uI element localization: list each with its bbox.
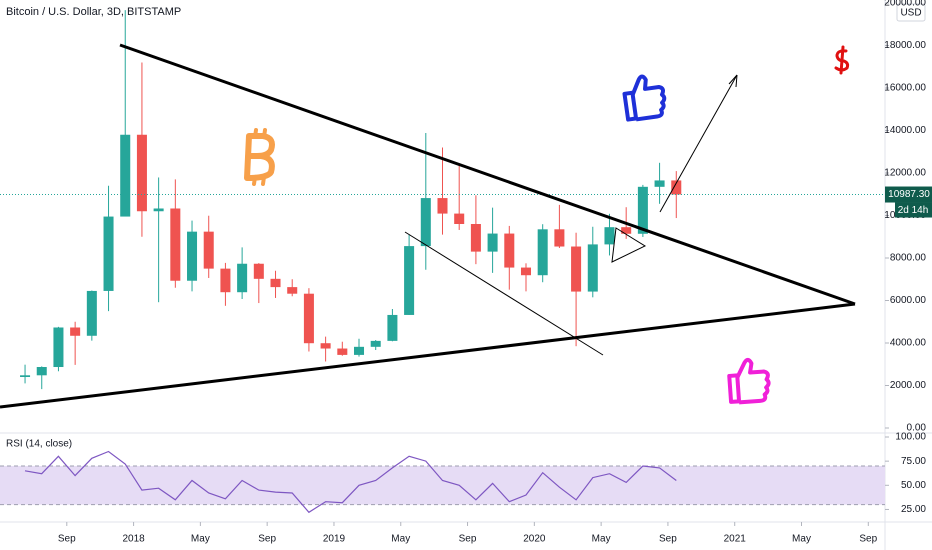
y-tick-label: 25.00 xyxy=(901,504,926,515)
y-tick-label: 50.00 xyxy=(901,480,926,491)
candle-body xyxy=(303,293,314,344)
candle-body xyxy=(20,375,31,377)
candle-body xyxy=(203,231,214,269)
y-tick-label: 6000.00 xyxy=(890,295,927,306)
candle-body xyxy=(320,343,331,349)
candle-body xyxy=(621,227,632,234)
currency: USD xyxy=(900,8,921,19)
candle-body xyxy=(454,213,465,224)
candle-body xyxy=(587,244,598,292)
x-tick-label: Sep xyxy=(659,534,677,545)
y-tick-label: 14000.00 xyxy=(884,125,926,136)
candle-body xyxy=(537,229,548,276)
candle-body xyxy=(170,208,181,281)
candle-body xyxy=(354,346,365,355)
candle-body xyxy=(637,186,648,234)
rsi-band xyxy=(0,465,885,505)
candle-body xyxy=(470,224,481,252)
candle-body xyxy=(671,180,682,195)
candle-body xyxy=(420,198,431,247)
x-tick-label: Sep xyxy=(258,534,276,545)
candle-body xyxy=(504,233,515,268)
candle-body xyxy=(237,263,248,293)
y-tick-label: 75.00 xyxy=(901,456,926,467)
rsi-title: RSI (14, close) xyxy=(6,439,72,450)
candle-body xyxy=(437,198,448,214)
candle-body xyxy=(187,231,198,281)
y-tick-label: 4000.00 xyxy=(890,338,927,349)
candle-body xyxy=(270,278,281,288)
thumbs-up-icon xyxy=(622,74,667,122)
candle-body xyxy=(654,180,665,187)
currency-box[interactable] xyxy=(896,3,926,22)
y-tick-label: 18000.00 xyxy=(884,40,926,51)
candle-body xyxy=(53,327,64,368)
candle-body xyxy=(487,233,498,252)
candle-body xyxy=(404,246,415,315)
x-tick-label: 2021 xyxy=(724,534,747,545)
y-tick-label: 20000.00 xyxy=(884,0,926,9)
x-tick-label: May xyxy=(592,534,611,545)
y-tick-label: 100.00 xyxy=(895,432,926,443)
x-tick-label: May xyxy=(191,534,210,545)
candle-body xyxy=(103,216,114,291)
last-price-badge xyxy=(885,186,932,203)
y-tick-label: 2000.00 xyxy=(890,380,927,391)
candle-body xyxy=(220,268,231,293)
candle-body xyxy=(337,348,348,355)
y-tick-label: 12000.00 xyxy=(884,168,926,179)
y-tick-label: 8000.00 xyxy=(890,253,927,264)
candle-body xyxy=(120,134,131,217)
y-tick-label: 16000.00 xyxy=(884,83,926,94)
arrow-head xyxy=(728,74,738,88)
candle-body xyxy=(136,134,147,212)
dollar-icon xyxy=(834,45,850,75)
drawings xyxy=(0,43,856,409)
x-tick-label: 2020 xyxy=(523,534,546,545)
candle-body xyxy=(86,290,97,336)
x-tick-label: 2019 xyxy=(323,534,346,545)
trend-line xyxy=(0,302,856,409)
bitcoin-icon xyxy=(244,128,275,186)
rsi-line xyxy=(24,450,677,514)
candle-body xyxy=(153,208,164,212)
symbol-title: Bitcoin / U.S. Dollar, 3D, BITSTAMP xyxy=(6,6,181,18)
x-tick-label: May xyxy=(391,534,410,545)
y-tick-label: 0.00 xyxy=(907,423,927,434)
candle-body xyxy=(604,227,615,245)
x-tick-label: May xyxy=(792,534,811,545)
candle-body xyxy=(70,327,81,336)
trend-line xyxy=(119,43,856,306)
x-tick-label: Sep xyxy=(58,534,76,545)
x-tick-label: Sep xyxy=(459,534,477,545)
candle-body xyxy=(36,367,47,376)
candle-body xyxy=(387,314,398,341)
x-tick-label: Sep xyxy=(859,534,877,545)
candle-body xyxy=(520,267,531,276)
candle-body xyxy=(554,229,565,247)
last-price-label: 10987.30 xyxy=(888,189,930,200)
candle-body xyxy=(571,246,582,292)
arrow xyxy=(659,74,738,213)
triangle-pattern xyxy=(611,227,647,263)
countdown: 2d 14h xyxy=(898,205,929,216)
countdown-badge xyxy=(895,202,932,218)
candle-body xyxy=(370,340,381,347)
candle-body xyxy=(253,263,264,279)
thumbs-up-icon xyxy=(727,357,771,405)
trend-line xyxy=(404,231,604,356)
x-tick-label: 2018 xyxy=(122,534,145,545)
candle-body xyxy=(287,287,298,294)
